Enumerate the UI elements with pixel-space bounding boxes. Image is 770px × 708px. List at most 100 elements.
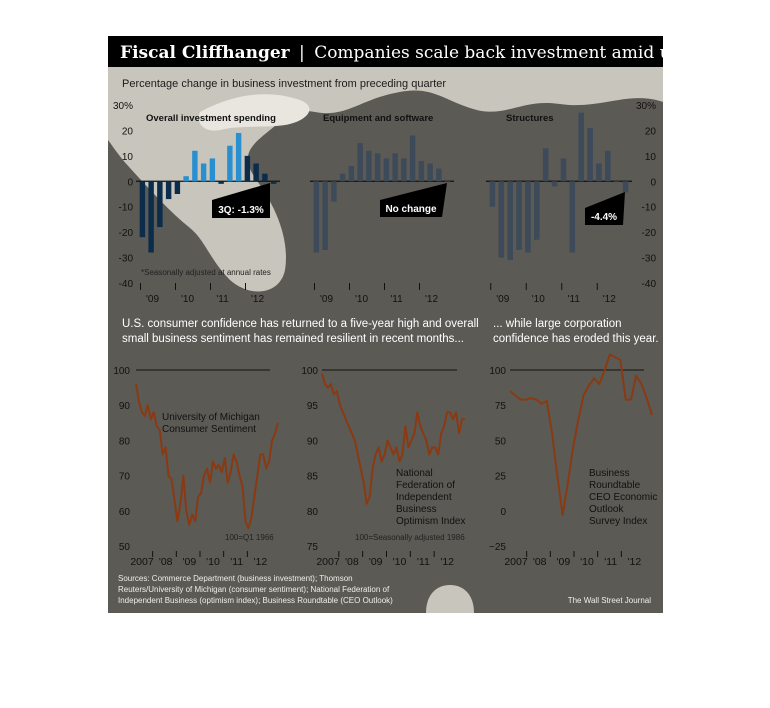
title-bar [108,36,663,67]
series-label: Independent [396,492,452,503]
sources-line-2: Reuters/University of Michigan (consumer… [118,585,390,594]
x-tick-label: '10 [580,556,594,568]
bar-chart-title: Equipment and software [323,113,433,124]
title-separator: | [299,43,305,63]
bar [596,163,602,182]
y-tick-label: −25 [489,542,506,553]
credit-label: The Wall Street Journal [568,596,652,605]
x-tick-label: '09 [320,294,333,305]
y-tick-label: 0 [500,507,506,518]
x-tick-label: '11 [604,556,617,568]
bar [374,153,381,182]
bar [498,181,505,258]
series-line [321,373,465,505]
series-label: Federation of [396,480,455,491]
index-note: 100=Seasonally adjusted 1986 [355,533,465,542]
y-tick-label-left: 0 [127,177,133,188]
bottom-right-heading: ... while large corporation confidence h… [493,318,659,345]
y-tick-label: 80 [307,507,319,518]
y-tick-label: 100 [489,366,506,377]
bar [348,166,355,182]
y-tick-label: 50 [495,436,507,447]
bar [418,160,425,182]
bar [270,181,277,184]
heading-left-line-1: U.S. consumer confidence has returned to… [122,318,479,330]
series-line [135,383,279,530]
bar [218,181,224,184]
series-label: CEO Economic [589,492,657,503]
x-tick-label: '10 [393,556,407,568]
bar [507,181,513,261]
bar [622,181,629,193]
sources-line-3: Independent Business (optimism index); B… [118,596,393,605]
x-tick-label: '10 [206,556,220,568]
callout-box [380,200,442,217]
bar [192,150,198,182]
bar [244,155,251,182]
y-tick-label-left: -30 [119,254,134,265]
series-line [509,353,653,516]
y-tick-label: 25 [495,472,507,483]
y-tick-label-right: 30% [636,101,656,112]
series-label: Roundtable [589,480,641,491]
bar [613,181,620,183]
callout-label: No change [385,204,437,215]
x-tick-label: '12 [251,294,264,305]
title-bold: Fiscal Cliffhanger [120,43,291,63]
x-tick-label: 2007 [316,556,340,568]
bar [357,143,363,182]
series-label: University of Michigan [162,412,260,423]
bar [139,181,146,238]
bar [174,181,181,194]
confidence-line-charts: 100 90 80 70 60 50 2007 '08 '09 '10 '11 '12 Universi… [113,353,657,568]
series-label: Optimism Index [396,516,465,527]
bar [253,163,259,182]
bar [183,176,189,182]
y-tick-label: 80 [119,436,131,447]
bar [542,148,549,182]
y-tick-label: 50 [119,542,131,553]
x-tick-label: '11 [216,294,229,305]
y-tick-label-left: -10 [119,203,134,214]
y-tick-label-right: 10 [645,152,657,163]
bar [427,163,433,182]
callout-box [212,200,270,218]
bar [401,158,407,182]
y-tick-label-right: 0 [650,177,656,188]
bar-chart-title: Overall investment spending [146,113,276,124]
series-label: Business [589,468,630,479]
x-tick-label: '09 [369,556,383,568]
index-note: 100=Q1 1966 [225,533,274,542]
x-tick-label: '11 [417,556,430,568]
sources-line-1: Sources: Commerce Department (business i… [118,574,353,583]
bar [331,181,337,202]
x-tick-label: '11 [230,556,243,568]
heading-right-line-2: confidence has eroded this year. [493,333,659,345]
x-tick-label: '12 [425,294,438,305]
bar [525,181,531,253]
x-tick-label: '09 [182,556,196,568]
x-tick-label: '12 [603,294,616,305]
top-subtitle: Percentage change in business investment… [122,78,446,90]
x-tick-label: 2007 [504,556,528,568]
investment-bar-charts: 30% 20 10 0 -10 -20 -30 -40 30% 20 10 0 -10 -20 -30 -40… [113,101,656,305]
bar [383,158,390,182]
x-tick-label: '09 [556,556,570,568]
y-tick-label: 90 [307,436,319,447]
bar [227,145,233,182]
series-label: National [396,468,433,479]
bar [366,150,372,182]
x-tick-label: '12 [253,556,267,568]
x-tick-label: '11 [568,294,581,305]
y-tick-label: 100 [301,366,318,377]
y-tick-label-right: 20 [645,126,657,137]
bar [322,181,328,250]
title-rest: Companies scale back investment amid unc… [314,43,759,63]
bar [392,153,398,182]
x-tick-label: '10 [355,294,368,305]
bar [165,181,172,200]
bar [551,181,558,187]
series-label: Business [396,504,437,515]
y-tick-label-right: -20 [642,228,657,239]
